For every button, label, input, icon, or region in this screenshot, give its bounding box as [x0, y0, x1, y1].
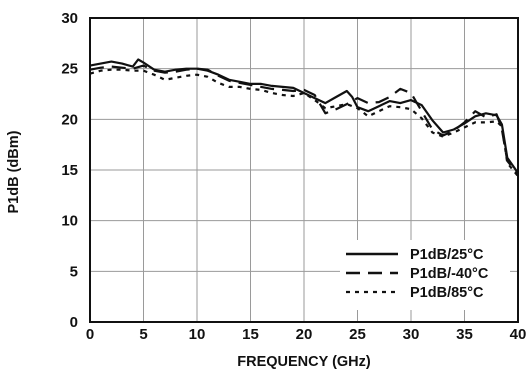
- series-line-85c: [89, 68, 519, 177]
- legend-background: [340, 240, 510, 310]
- legend-label-minus40c: P1dB/-40°C: [410, 266, 489, 282]
- y-tick-label: 30: [61, 10, 78, 27]
- x-tick-label: 10: [189, 326, 206, 343]
- grid: [89, 17, 519, 323]
- y-tick-label: 15: [61, 162, 78, 179]
- legend-label-25c: P1dB/25°C: [410, 247, 484, 263]
- plot-frame: [89, 17, 519, 323]
- x-tick-label: 25: [349, 326, 366, 343]
- x-tick-label: 5: [139, 326, 147, 343]
- y-tick-label: 5: [70, 263, 78, 280]
- series-line-minus40c: [89, 64, 519, 175]
- x-tick-label: 30: [403, 326, 420, 343]
- legend: P1dB/25°C P1dB/-40°C P1dB/85°C: [340, 240, 510, 310]
- legend-label-85c: P1dB/85°C: [410, 285, 484, 301]
- tick-labels: 0 5 10 15 20 25 30 35 40 0 5 10 15 20 25 30: [61, 10, 526, 343]
- y-tick-label: 25: [61, 61, 78, 78]
- x-tick-label: 20: [296, 326, 313, 343]
- y-tick-label: 10: [61, 213, 78, 230]
- y-tick-label: 0: [70, 314, 78, 331]
- data-series: [89, 58, 519, 177]
- x-tick-label: 40: [510, 326, 527, 343]
- y-tick-label: 20: [61, 111, 78, 128]
- x-axis-title: FREQUENCY (GHz): [237, 354, 371, 370]
- y-axis-title: P1dB (dBm): [6, 130, 22, 213]
- x-tick-label: 35: [456, 326, 473, 343]
- x-tick-label: 0: [86, 326, 94, 343]
- x-tick-label: 15: [242, 326, 259, 343]
